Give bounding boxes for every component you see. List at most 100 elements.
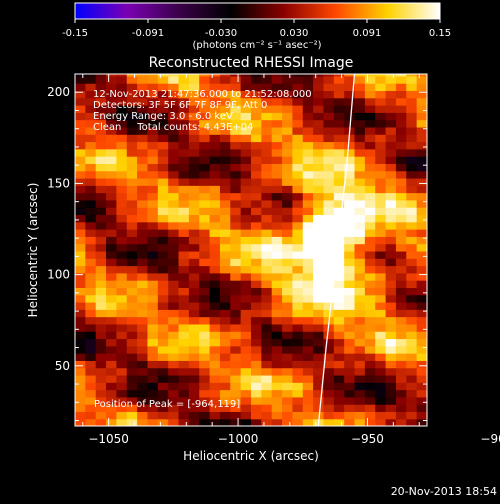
heatmap-cell (313, 323, 325, 332)
heatmap-cell (416, 112, 427, 121)
heatmap-cell (199, 134, 211, 143)
heatmap-cell (168, 214, 180, 223)
heatmap-cell (230, 353, 242, 361)
heatmap-cell (416, 192, 427, 201)
heatmap-cell (157, 221, 169, 230)
heatmap-cell (147, 97, 159, 106)
heatmap-cell (199, 367, 211, 376)
heatmap-cell (178, 323, 190, 332)
heatmap-cell (126, 170, 138, 179)
heatmap-cell (240, 309, 252, 318)
heatmap-cell (385, 83, 397, 92)
heatmap-cell (75, 374, 76, 383)
heatmap-cell (230, 367, 242, 376)
heatmap-cell (147, 105, 159, 113)
heatmap-cell (323, 119, 335, 128)
heatmap-cell (375, 404, 387, 413)
heatmap-cell (313, 185, 325, 194)
heatmap-cell (395, 353, 407, 361)
heatmap-cell (427, 156, 438, 164)
heatmap-cell (261, 75, 273, 84)
heatmap-cell (199, 119, 211, 128)
heatmap-cell (437, 163, 448, 171)
heatmap-cell (209, 338, 221, 347)
heatmap-cell (116, 148, 128, 157)
heatmap-cell (313, 97, 325, 106)
heatmap-cell (178, 229, 190, 237)
heatmap-cell (178, 265, 190, 274)
heatmap-cell (168, 426, 179, 434)
heatmap-cell (157, 331, 169, 340)
heatmap-cell (323, 148, 335, 157)
heatmap-cell (427, 171, 438, 179)
heatmap-cell (116, 163, 128, 172)
heatmap-cell (313, 119, 325, 128)
heatmap-cell (385, 382, 397, 391)
heatmap-cell (364, 331, 376, 340)
heatmap-cell (354, 214, 366, 223)
heatmap-cell (188, 323, 200, 332)
heatmap-cell (137, 367, 149, 376)
heatmap-cell (344, 221, 356, 230)
heatmap-cell (302, 207, 314, 216)
heatmap-cell (427, 61, 438, 69)
heatmap-cell (302, 374, 314, 383)
heatmap-cell (75, 345, 76, 354)
heatmap-cell (344, 119, 356, 128)
heatmap-cell (240, 345, 252, 354)
heatmap-cell (75, 309, 76, 318)
heatmap-cell (313, 90, 325, 99)
heatmap-cell (323, 389, 335, 398)
heatmap-cell (364, 83, 376, 92)
heatmap-cell (157, 411, 169, 420)
heatmap-cell (199, 90, 211, 99)
heatmap-cell (292, 177, 304, 186)
heatmap-cell (106, 287, 118, 296)
heatmap-cell (147, 112, 159, 121)
heatmap-cell (230, 287, 242, 296)
heatmap-cell (416, 148, 427, 157)
heatmap-cell (313, 389, 325, 398)
heatmap-cell (416, 74, 427, 77)
heatmap-cell (106, 156, 118, 164)
heatmap-cell (126, 112, 138, 121)
heatmap-cell (385, 126, 397, 135)
heatmap-cell (230, 265, 242, 274)
heatmap-cell (271, 418, 283, 426)
heatmap-cell (385, 404, 397, 413)
heatmap-cell (344, 207, 356, 216)
heatmap-cell (240, 250, 252, 259)
heatmap-cell (168, 418, 180, 426)
heatmap-cell (323, 287, 335, 296)
heatmap-cell (157, 265, 169, 274)
heatmap-cell (271, 74, 283, 77)
heatmap-cell (282, 323, 294, 332)
heatmap-cell (209, 258, 221, 267)
heatmap-cell (292, 83, 304, 92)
heatmap-cell (302, 418, 314, 426)
heatmap-cell (240, 221, 252, 230)
heatmap-cell (168, 185, 180, 194)
heatmap-cell (292, 294, 304, 303)
heatmap-cell (261, 272, 273, 281)
heatmap-cell (219, 396, 231, 405)
heatmap-cell (85, 294, 97, 303)
heatmap-cell (282, 404, 294, 413)
heatmap-cell (416, 134, 427, 143)
heatmap-cell (302, 367, 314, 376)
heatmap-cell (333, 301, 345, 310)
heatmap-cell (282, 141, 294, 150)
heatmap-cell (85, 83, 97, 92)
heatmap-cell (147, 156, 159, 164)
heatmap-cell (406, 294, 418, 303)
heatmap-cell (271, 207, 283, 216)
heatmap-cell (323, 411, 335, 420)
heatmap-cell (282, 236, 294, 245)
heatmap-cell (126, 105, 138, 113)
heatmap-cell (406, 141, 418, 150)
heatmap-cell (375, 323, 387, 332)
heatmap-cell (271, 221, 283, 230)
heatmap-cell (344, 345, 356, 354)
heatmap-cell (75, 426, 86, 434)
heatmap-cell (116, 243, 128, 252)
